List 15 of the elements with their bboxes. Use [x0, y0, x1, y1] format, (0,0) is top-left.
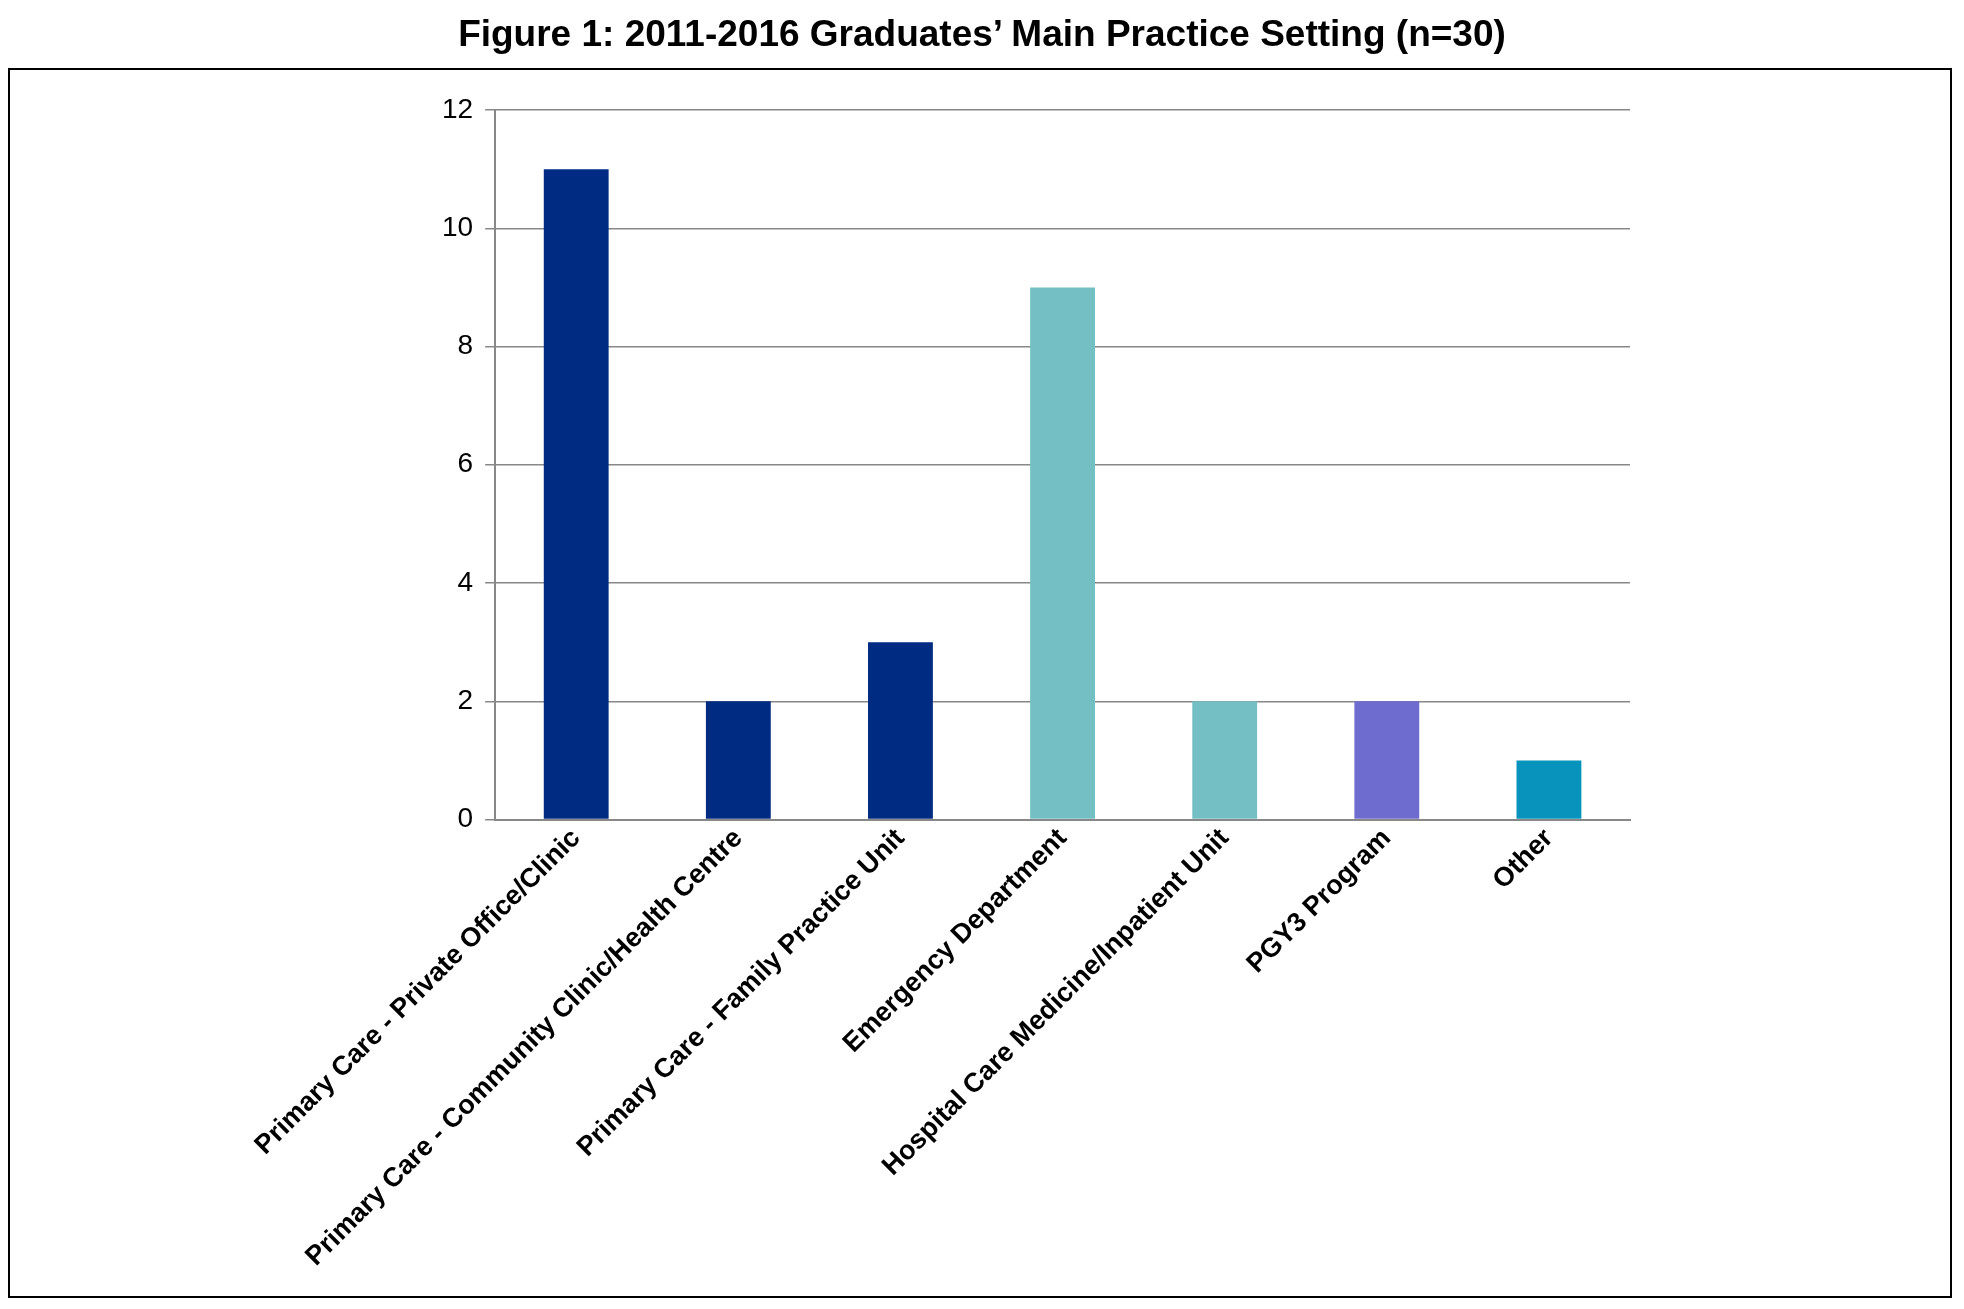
- bar: [1192, 701, 1258, 819]
- bar: [543, 169, 609, 819]
- y-tick-label: 4: [457, 565, 474, 597]
- y-tick-label: 8: [457, 329, 474, 361]
- y-tick-label: 0: [457, 802, 474, 834]
- y-tick-label: 10: [441, 210, 474, 242]
- bar: [1516, 760, 1582, 819]
- y-tick-label: 6: [457, 447, 474, 479]
- chart-title: Figure 1: 2011-2016 Graduates’ Main Practice Setting (n=30): [457, 12, 1507, 56]
- bar: [868, 642, 933, 819]
- bar: [1030, 287, 1095, 819]
- y-tick-label: 2: [457, 684, 474, 715]
- y-tick-label: 12: [441, 92, 474, 124]
- bar: [1354, 701, 1420, 819]
- bar: [705, 701, 771, 819]
